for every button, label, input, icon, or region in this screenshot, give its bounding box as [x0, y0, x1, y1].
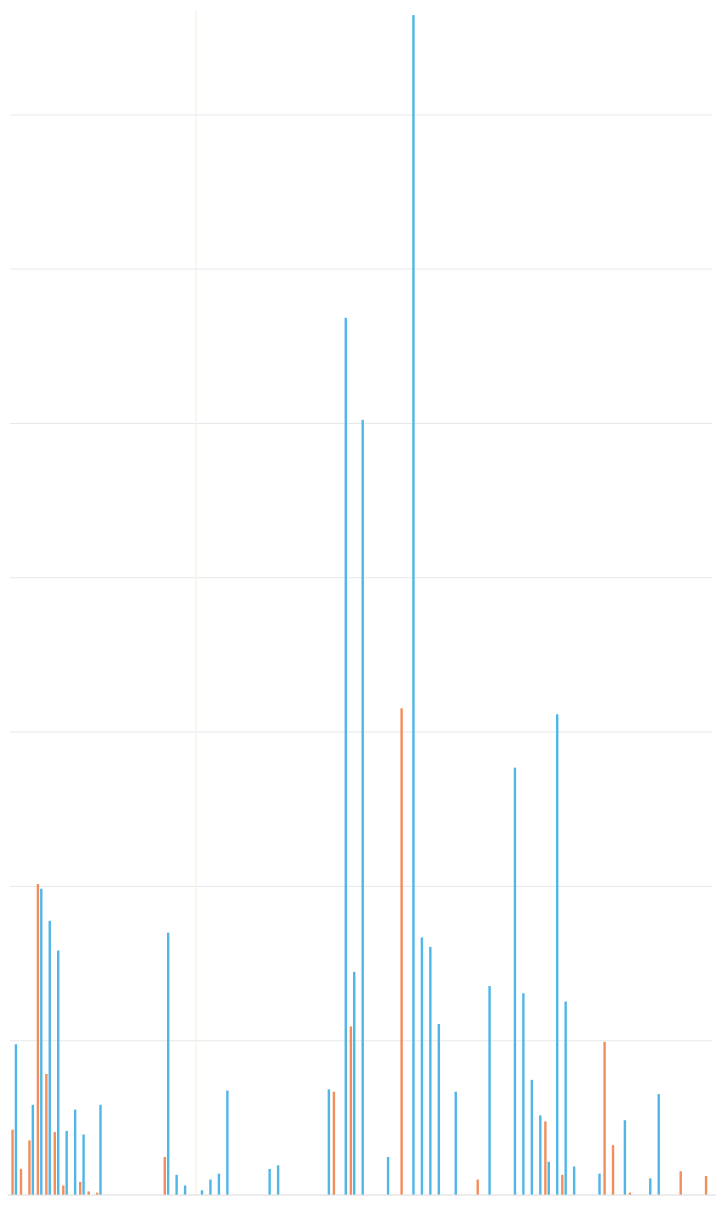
- bar-series-1-79: [679, 1171, 682, 1195]
- bar-series-2-64: [556, 714, 559, 1195]
- bar-series-1-38: [332, 1091, 336, 1195]
- bar-series-1-73: [628, 1192, 632, 1195]
- bar-series-2-24: [217, 1173, 221, 1195]
- bar-series-2-62: [539, 1115, 542, 1195]
- bar-series-2-47: [412, 15, 415, 1196]
- bar-series-2-25: [226, 1090, 229, 1195]
- bar-series-2-10: [99, 1104, 102, 1195]
- bar-series-1-2: [28, 1140, 31, 1195]
- bar-series-2-56: [488, 986, 491, 1195]
- bar-series-2-19: [175, 1174, 178, 1195]
- bar-series-2-63: [547, 1161, 550, 1195]
- bar-series-1-0: [11, 1129, 14, 1195]
- bar-series-2-75: [649, 1178, 652, 1195]
- bar-series-2-76: [657, 1094, 660, 1195]
- bar-series-2-6: [65, 1130, 68, 1195]
- bar-series-1-82: [704, 1176, 708, 1195]
- bar-series-2-30: [268, 1168, 271, 1195]
- bar-series-1-40: [349, 1026, 353, 1195]
- bar-series-1-55: [476, 1179, 479, 1195]
- bar-series-2-50: [437, 1024, 441, 1195]
- bar-series-1-9: [87, 1191, 90, 1195]
- bar-series-2-48: [420, 937, 424, 1195]
- bar-series-2-40: [353, 971, 356, 1195]
- bar-series-2-39: [344, 317, 347, 1195]
- bar-series-2-72: [623, 1120, 627, 1195]
- bar-series-2-41: [361, 419, 364, 1195]
- bar-series-1-65: [561, 1174, 564, 1195]
- bar-series-2-61: [530, 1079, 534, 1195]
- bar-series-2-31: [276, 1165, 280, 1195]
- bar-series-1-63: [544, 1121, 547, 1195]
- bar-series-2-7: [73, 1109, 77, 1195]
- bar-series-1-18: [163, 1157, 166, 1195]
- bar-series-2-69: [598, 1173, 601, 1195]
- bar-series-1-46: [400, 708, 403, 1195]
- bar-series-2-8: [82, 1134, 85, 1195]
- bars-layer: [11, 15, 708, 1196]
- bar-series-1-5: [53, 1132, 57, 1195]
- bar-series-1-6: [62, 1185, 65, 1195]
- bar-series-2-44: [386, 1157, 390, 1195]
- bar-series-1-1: [19, 1168, 23, 1195]
- bar-series-2-22: [200, 1190, 204, 1195]
- bar-series-1-71: [611, 1145, 615, 1195]
- bar-series-2-49: [429, 946, 432, 1195]
- bar-series-2-2: [31, 1104, 35, 1195]
- bar-series-1-8: [79, 1181, 82, 1195]
- bar-series-2-5: [57, 950, 60, 1195]
- bar-series-1-10: [95, 1192, 99, 1195]
- bar-series-1-70: [603, 1041, 606, 1195]
- bar-series-2-52: [454, 1091, 457, 1195]
- bar-series-2-65: [564, 1001, 567, 1195]
- bar-series-1-4: [45, 1073, 48, 1195]
- bar-series-2-3: [40, 888, 43, 1195]
- bar-series-2-4: [48, 920, 51, 1195]
- bar-series-2-20: [183, 1185, 187, 1195]
- bar-series-2-66: [572, 1166, 576, 1195]
- bar-series-2-59: [513, 767, 517, 1195]
- grid-layer: [10, 114, 712, 1042]
- bar-series-2-60: [522, 993, 525, 1195]
- bar-series-2-18: [166, 932, 170, 1195]
- bar-series-2-23: [209, 1179, 212, 1195]
- bar-series-1-3: [36, 884, 40, 1195]
- bar-series-2-0: [14, 1044, 18, 1195]
- bar-series-2-37: [327, 1089, 331, 1195]
